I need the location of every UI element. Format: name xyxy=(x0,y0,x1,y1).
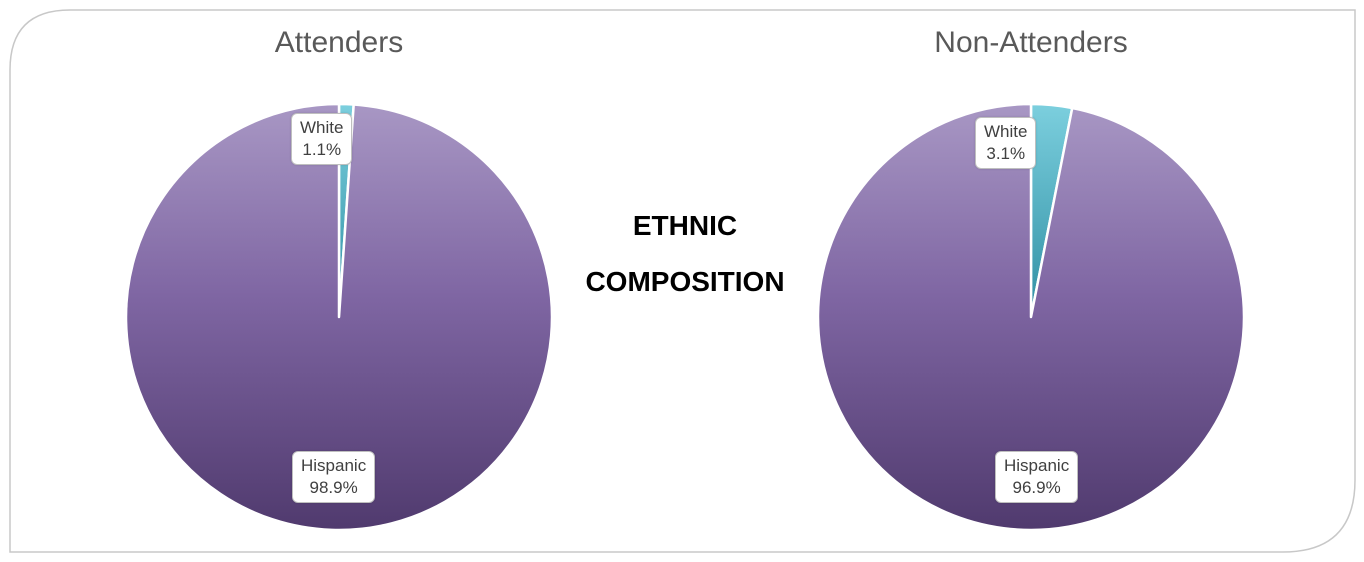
slice-label-value: 3.1% xyxy=(986,144,1026,163)
pie-slice-hispanic xyxy=(816,102,1246,532)
slice-label-value: 1.1% xyxy=(302,140,342,159)
attenders-hispanic-label: Hispanic 98.9% xyxy=(292,451,376,503)
slice-label-name: White xyxy=(984,122,1028,141)
attenders-white-label: White 1.1% xyxy=(291,113,353,165)
center-title: ETHNIC COMPOSITION xyxy=(560,198,810,310)
slice-label-value: 96.9% xyxy=(1012,478,1061,497)
attenders-chart-title: Attenders xyxy=(274,26,404,59)
non-attenders-chart-title: Non-Attenders xyxy=(934,26,1128,59)
slice-label-name: Hispanic xyxy=(1004,456,1070,475)
non-attenders-pie xyxy=(816,102,1246,532)
non-attenders-white-label: White 3.1% xyxy=(975,117,1037,169)
slice-label-name: White xyxy=(300,118,344,137)
slice-label-name: Hispanic xyxy=(301,456,367,475)
pie-slice-hispanic xyxy=(124,102,554,532)
center-title-line1: ETHNIC xyxy=(632,210,738,241)
slice-label-value: 98.9% xyxy=(309,478,358,497)
center-title-line2: COMPOSITION xyxy=(585,266,785,297)
non-attenders-hispanic-label: Hispanic 96.9% xyxy=(995,451,1079,503)
